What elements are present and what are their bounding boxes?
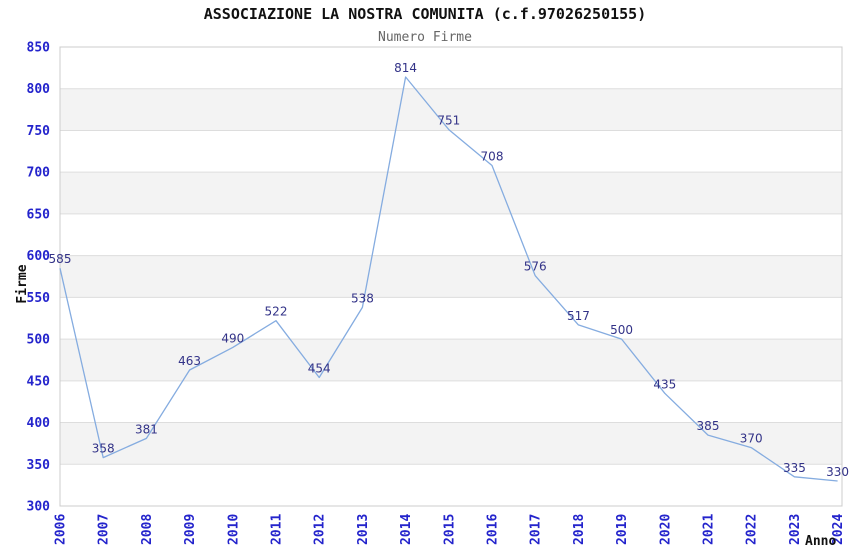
y-tick-label: 500 [27,333,51,348]
data-point-label: 522 [265,305,288,319]
x-tick-label: 2007 [97,514,112,545]
chart-subtitle: Numero Firme [378,30,472,45]
x-tick-label: 2015 [442,514,457,545]
y-tick-label: 750 [27,124,51,139]
y-tick-label: 550 [27,291,51,306]
y-tick-label: 700 [27,166,51,181]
grid-band [60,339,842,381]
data-point-label: 463 [178,354,201,368]
data-point-label: 751 [437,114,460,128]
x-tick-label: 2010 [226,514,241,545]
x-tick-label: 2014 [399,514,414,545]
data-point-label: 576 [524,260,547,274]
data-point-label: 435 [653,377,676,391]
chart-title: ASSOCIAZIONE LA NOSTRA COMUNITA (c.f.970… [204,5,647,23]
data-point-label: 330 [826,465,849,479]
data-point-label: 708 [481,150,504,164]
grid-band [60,422,842,465]
x-tick-label: 2013 [356,514,371,545]
data-point-label: 381 [135,422,158,436]
data-point-label: 517 [567,309,590,323]
x-tick-label: 2019 [615,514,630,545]
x-tick-label: 2008 [140,514,155,545]
x-tick-label: 2011 [270,514,285,545]
data-point-label: 385 [697,419,720,433]
y-tick-label: 300 [27,500,51,515]
x-tick-label: 2021 [702,514,717,545]
data-point-label: 585 [49,252,72,266]
plot-area: 850 800 750 700 650 600 550 500 450 400 350 3002006… [27,41,850,546]
y-tick-label: 400 [27,416,51,431]
x-tick-label: 2024 [831,514,846,545]
x-tick-label: 2017 [529,514,544,545]
y-tick-label: 800 [27,82,51,97]
x-tick-label: 2006 [54,514,69,545]
y-tick-label: 350 [27,458,51,473]
grid-band [60,172,842,214]
grid-band [60,255,842,298]
grid-band [60,88,842,131]
data-point-label: 358 [92,442,115,456]
y-tick-label: 650 [27,207,51,222]
x-tick-label: 2020 [658,514,673,545]
x-tick-label: 2016 [486,514,501,545]
plot-border [59,46,843,507]
data-point-label: 370 [740,432,763,446]
y-axis-title: Firme [15,264,30,303]
y-tick-label: 450 [27,374,51,389]
x-axis-title: Anno [805,534,836,549]
data-point-label: 538 [351,291,374,305]
data-point-label: 490 [221,331,244,345]
y-tick-label: 600 [27,249,51,264]
data-point-label: 814 [394,61,417,75]
data-point-label: 335 [783,461,806,475]
x-tick-label: 2018 [572,514,587,545]
x-tick-label: 2012 [313,514,328,545]
x-tick-label: 2022 [745,514,760,545]
data-point-label: 500 [610,323,633,337]
x-tick-label: 2023 [788,514,803,545]
data-line [59,76,838,482]
data-point-label: 454 [308,361,331,375]
x-tick-label: 2009 [183,514,198,545]
y-tick-label: 850 [27,41,51,56]
